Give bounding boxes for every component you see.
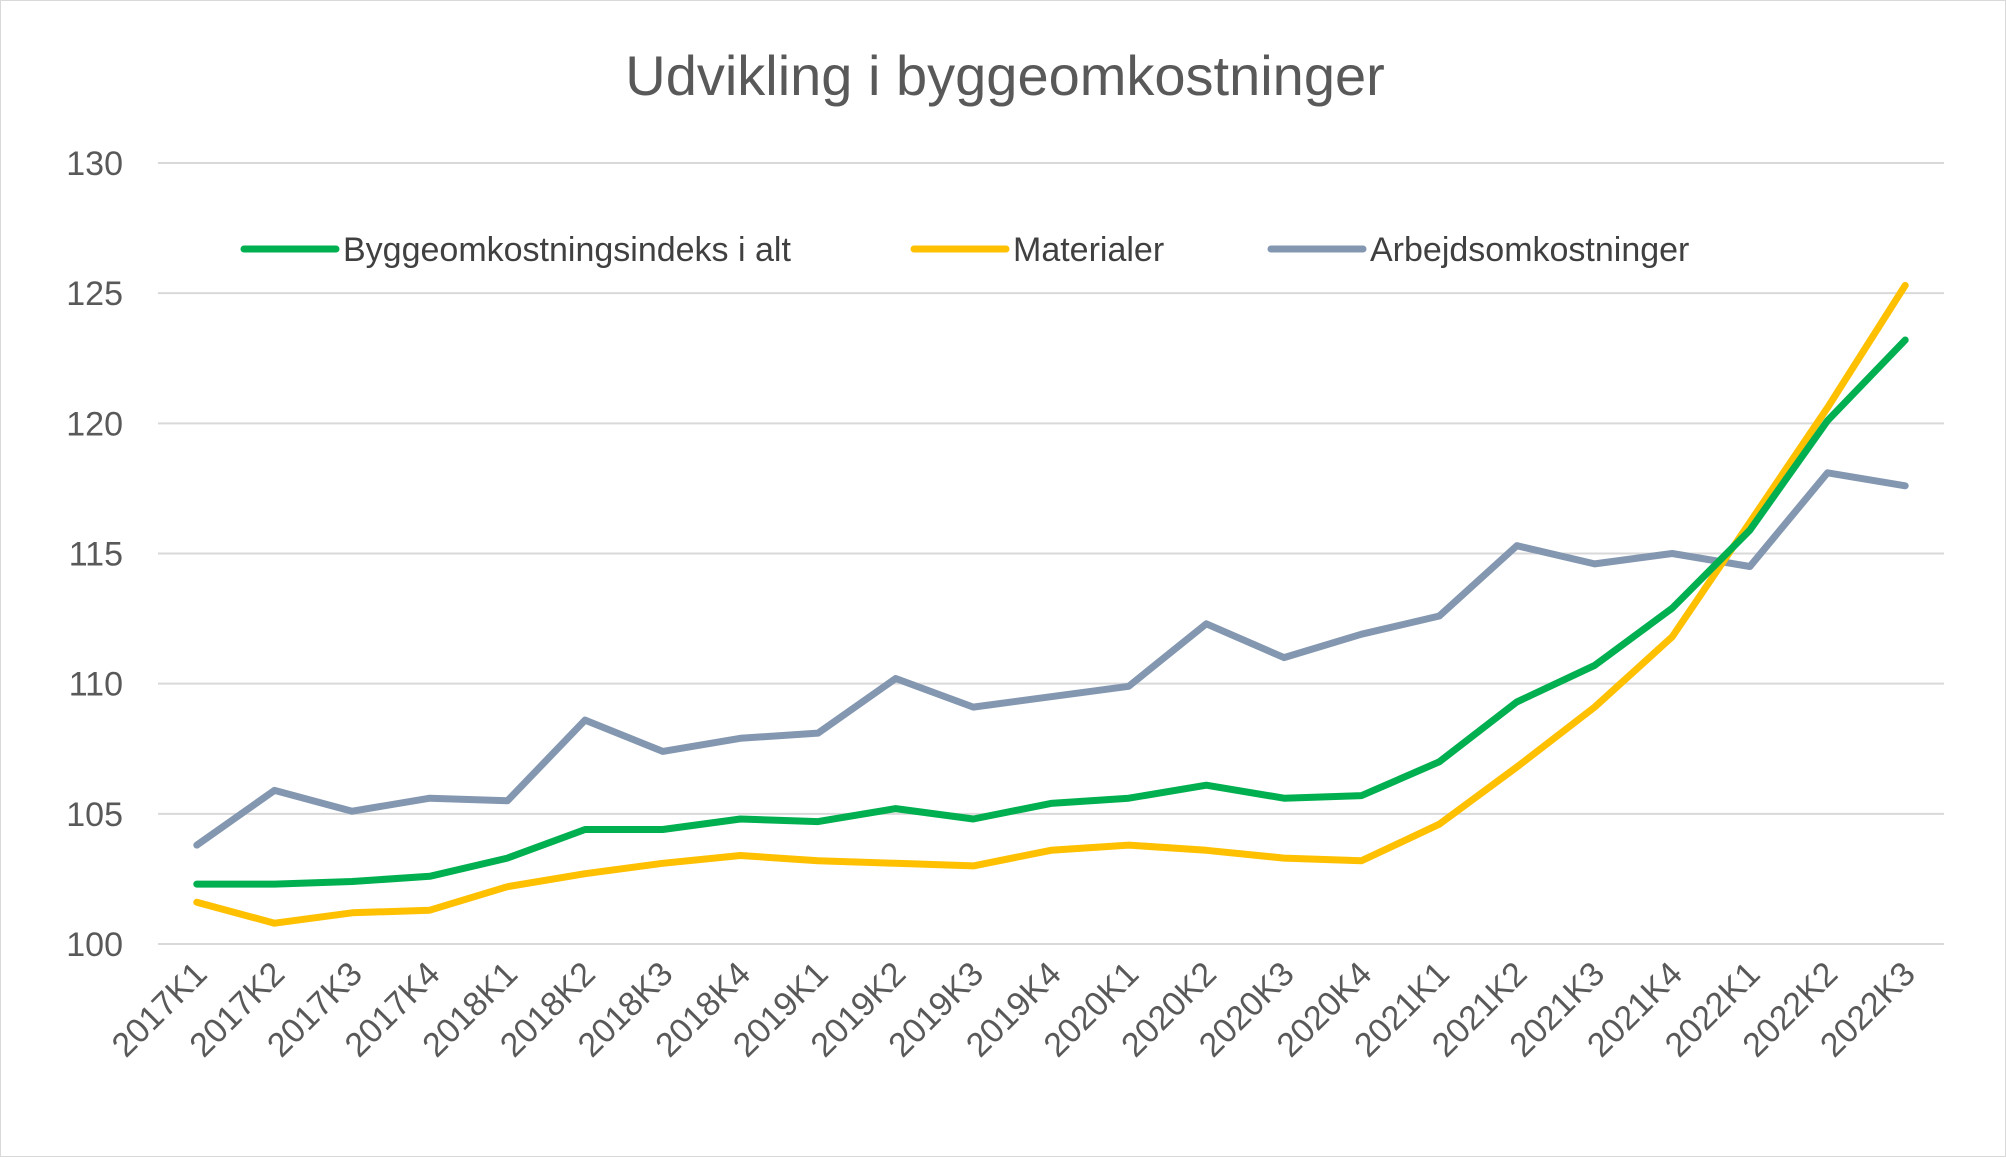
y-tick-label: 100 xyxy=(66,926,123,964)
chart-title: Udvikling i byggeomkostninger xyxy=(625,44,1385,107)
y-tick-label: 115 xyxy=(69,536,123,574)
x-axis-tick-labels: 2017K12017K22017K32017K42018K12018K22018… xyxy=(105,955,1923,1065)
y-tick-label: 110 xyxy=(69,666,123,704)
y-tick-label: 130 xyxy=(66,145,123,183)
series-lines xyxy=(193,281,1909,927)
series-line-2 xyxy=(193,281,1909,927)
legend-label-3: Arbejdsomkostninger xyxy=(1370,231,1689,269)
legend-label-1: Byggeomkostningsindeks i alt xyxy=(343,231,791,269)
y-tick-label: 105 xyxy=(66,796,123,834)
y-axis-tick-labels: 100 105 110 115 120 125 130 xyxy=(66,145,123,964)
legend: Byggeomkostningsindeks i alt Materialer Ar… xyxy=(240,231,1689,269)
series-line-1 xyxy=(193,336,1909,888)
y-tick-label: 125 xyxy=(66,275,123,313)
series-line-3 xyxy=(193,469,1909,849)
gridlines xyxy=(158,162,1944,945)
y-tick-label: 120 xyxy=(66,405,123,443)
legend-label-2: Materialer xyxy=(1013,231,1164,269)
